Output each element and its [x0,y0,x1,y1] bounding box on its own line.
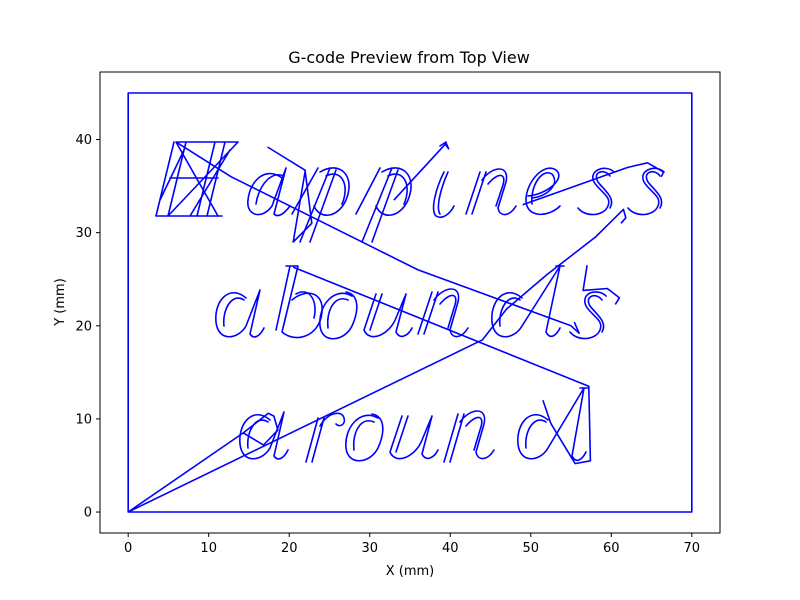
y-tick-label: 30 [75,226,92,241]
glyph-b [275,265,323,339]
glyph-s-1 [577,167,615,216]
chart-title: G-code Preview from Top View [288,48,530,67]
axes-frame [99,71,721,534]
glyph-a-2 [215,289,265,338]
x-axis-ticks: 0 10 20 30 40 50 60 70 [124,533,700,556]
y-tick-label: 10 [75,412,92,427]
x-tick-label: 10 [200,541,217,556]
plot-area: 0 10 20 30 40 50 60 70 0 10 20 30 40 [75,71,721,556]
glyph-o-2 [345,413,384,462]
x-tick-label: 20 [281,541,298,556]
glyph-a-1 [247,167,291,217]
x-axis-label: X (mm) [386,564,435,579]
x-tick-label: 40 [442,541,459,556]
y-tick-label: 40 [75,133,92,148]
lettering-strokes [155,141,665,463]
glyph-n-2 [417,288,469,338]
toolpath-series-8 [582,265,621,305]
toolpath-series-1 [127,92,693,513]
toolpath-series-4 [176,141,580,335]
glyph-n-3 [443,410,495,463]
x-tick-label: 50 [523,541,540,556]
glyph-u-2 [389,415,439,460]
y-tick-label: 20 [75,319,92,334]
glyph-s-3 [569,291,607,340]
x-tick-label: 70 [684,541,701,556]
glyph-H [155,141,239,217]
x-tick-label: 0 [124,541,132,556]
glyph-s-2 [627,167,665,216]
glyph-e [525,167,561,216]
x-tick-label: 60 [603,541,620,556]
glyph-i [432,141,455,219]
glyph-u-1 [363,293,413,338]
toolpath-series-6 [393,142,450,201]
toolpath-series-3 [292,266,592,465]
glyph-p-1 [291,167,350,243]
y-axis-ticks: 0 10 20 30 40 [75,133,100,521]
x-tick-label: 30 [361,541,378,556]
y-tick-label: 0 [84,506,92,521]
glyph-p-2 [355,167,412,243]
toolpath-series-5 [267,146,313,243]
series-layer [127,92,693,513]
y-axis-label: Y (mm) [53,278,68,327]
toolpath-series-7 [522,162,665,206]
glyph-n [465,168,517,216]
glyph-r [305,412,346,463]
glyph-o-1 [319,291,358,340]
toolpath-series-2 [127,208,627,513]
glyph-d-2 [517,387,589,462]
